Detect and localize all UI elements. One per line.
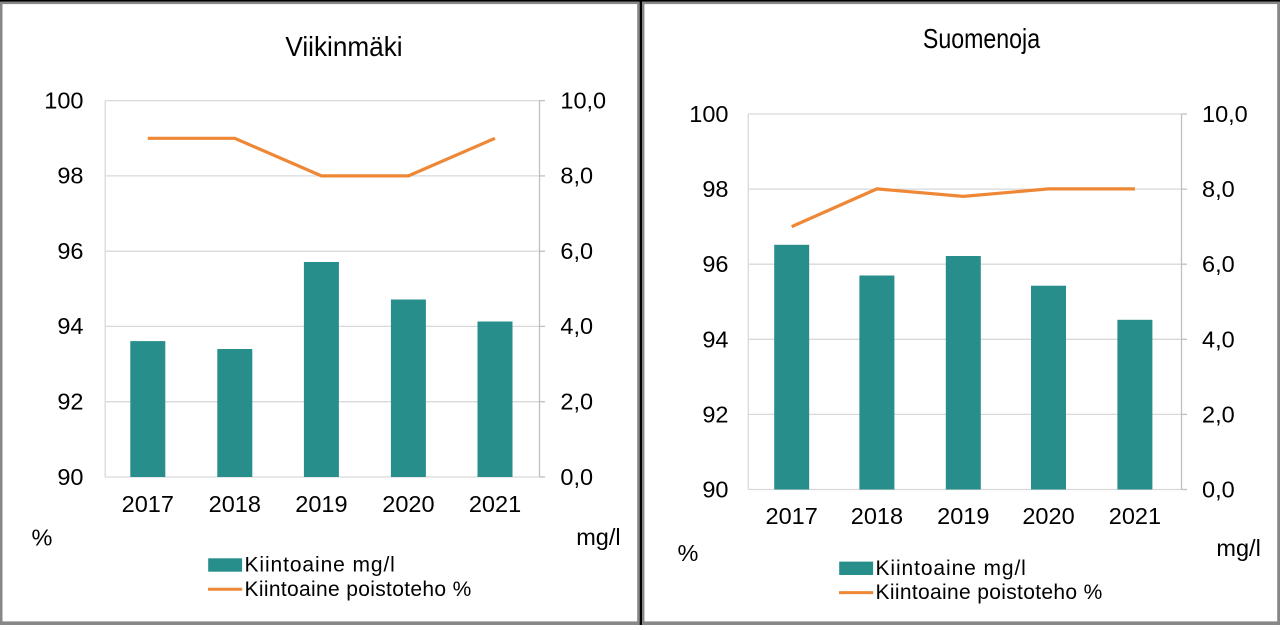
svg-text:2019: 2019	[295, 491, 347, 517]
svg-text:2,0: 2,0	[560, 389, 593, 415]
svg-text:Kiintoaine poistoteho %: Kiintoaine poistoteho %	[245, 578, 472, 601]
svg-text:10,0: 10,0	[1202, 101, 1248, 127]
svg-text:90: 90	[57, 464, 83, 490]
svg-text:0,0: 0,0	[560, 464, 593, 490]
svg-text:2019: 2019	[937, 503, 989, 529]
svg-text:2018: 2018	[209, 491, 261, 517]
svg-text:100: 100	[44, 87, 83, 113]
svg-text:8,0: 8,0	[1202, 176, 1235, 202]
svg-text:4,0: 4,0	[560, 313, 593, 339]
svg-text:Suomenoja: Suomenoja	[923, 23, 1041, 54]
svg-text:Kiintoaine mg/l: Kiintoaine mg/l	[876, 557, 1027, 580]
svg-text:10,0: 10,0	[560, 87, 606, 113]
svg-text:2020: 2020	[1022, 503, 1074, 529]
svg-text:92: 92	[57, 389, 83, 415]
svg-text:mg/l: mg/l	[1216, 535, 1260, 561]
svg-text:2021: 2021	[469, 491, 521, 517]
svg-text:mg/l: mg/l	[576, 524, 620, 550]
svg-text:4,0: 4,0	[1202, 326, 1235, 352]
svg-text:%: %	[678, 540, 699, 566]
svg-text:Viikinmäki: Viikinmäki	[285, 31, 402, 62]
svg-text:98: 98	[57, 163, 83, 189]
svg-text:6,0: 6,0	[560, 238, 593, 264]
svg-text:8,0: 8,0	[560, 163, 593, 189]
svg-text:100: 100	[689, 101, 728, 127]
svg-text:2017: 2017	[122, 491, 174, 517]
svg-text:2021: 2021	[1109, 503, 1161, 529]
svg-text:%: %	[32, 525, 53, 551]
svg-text:Kiintoaine mg/l: Kiintoaine mg/l	[245, 554, 396, 577]
svg-text:6,0: 6,0	[1202, 251, 1235, 277]
svg-text:0,0: 0,0	[1202, 477, 1235, 503]
svg-text:96: 96	[702, 251, 728, 277]
svg-text:2,0: 2,0	[1202, 401, 1235, 427]
svg-text:92: 92	[702, 401, 728, 427]
svg-text:94: 94	[702, 326, 728, 352]
svg-text:Kiintoaine poistoteho %: Kiintoaine poistoteho %	[876, 581, 1103, 604]
svg-text:94: 94	[57, 313, 83, 339]
svg-text:2018: 2018	[851, 503, 903, 529]
svg-text:2020: 2020	[382, 491, 434, 517]
svg-text:96: 96	[57, 238, 83, 264]
svg-text:2017: 2017	[766, 503, 818, 529]
svg-text:98: 98	[702, 176, 728, 202]
svg-text:90: 90	[702, 477, 728, 503]
